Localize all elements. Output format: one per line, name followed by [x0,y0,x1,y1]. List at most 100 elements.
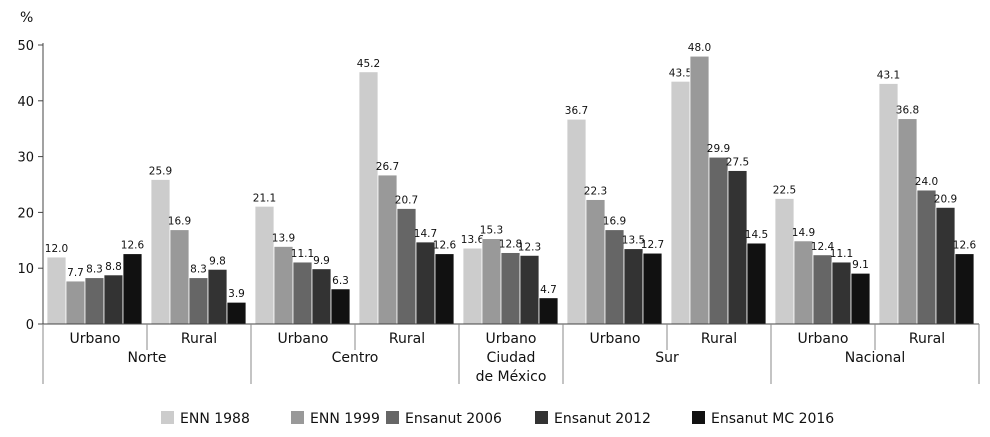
bar [642,252,663,325]
legend: ENN 1988 ENN 1999 Ensanut 2006 Ensanut 2012… [161,411,834,427]
bar-value-label: 8.8 [105,261,122,273]
bar [538,297,559,325]
bar-value-label: 29.9 [707,143,730,155]
legend-label: Ensanut 2012 [554,411,651,427]
region-label: Nacional [845,350,906,366]
region-label: de México [476,369,547,385]
area-label: Urbano [590,331,641,347]
bar-value-label: 8.3 [190,264,207,276]
bar-value-label: 22.3 [584,186,607,198]
legend-item: Ensanut MC 2016 [692,411,834,427]
bar-value-label: 12.4 [811,241,835,253]
region-label: Ciudad [487,350,536,366]
bar [689,55,710,325]
bar [434,253,455,325]
bar [65,280,86,325]
bar-value-label: 15.3 [480,225,503,237]
bar-value-label: 20.7 [395,194,418,206]
bar [311,268,332,325]
y-axis-label: % [20,10,33,26]
y-tick-label: 40 [17,95,34,110]
bar [623,248,644,325]
bar [415,241,436,325]
bar-value-label: 11.1 [291,248,314,260]
bar-value-label: 3.9 [228,288,245,300]
legend-label: ENN 1999 [310,411,380,427]
bar [46,256,67,325]
region-label: Norte [128,350,167,366]
bar [396,208,417,325]
legend-item: ENN 1988 [161,411,250,427]
bar-value-label: 16.9 [603,216,626,228]
bar-value-label: 14.9 [792,227,815,239]
legend-label: Ensanut MC 2016 [711,411,834,427]
bar-value-label: 12.3 [518,241,541,253]
bar [207,268,228,325]
region-label: Sur [655,350,679,366]
legend-label: ENN 1988 [180,411,250,427]
bar-value-label: 13.9 [272,232,295,244]
bar [84,277,105,325]
bar-value-label: 9.8 [209,255,226,267]
bar [500,252,521,325]
bar-value-label: 12.8 [499,239,522,251]
bars: 12.07.7 8.3 8.812.625.916.98.39.83.921.113… [45,42,977,325]
bar-value-label: 4.7 [540,284,557,296]
bar-value-label: 14.5 [745,229,768,241]
bar-value-label: 24.0 [915,176,938,188]
bar [708,156,729,325]
bar [954,253,975,325]
area-label: Rural [389,331,425,347]
bar [358,71,379,325]
bar-value-label: 27.5 [726,157,749,169]
bar-value-label: 36.7 [565,105,588,117]
bar [878,83,899,325]
area-label: Urbano [70,331,121,347]
bar-value-label: 20.9 [934,193,957,205]
area-label: Rural [701,331,737,347]
bar [566,118,587,325]
bar-value-label: 6.3 [332,275,349,287]
bar [850,272,871,325]
legend-label: Ensanut 2006 [405,411,502,427]
bar [935,206,956,325]
legend-swatch [535,411,548,424]
area-label: Rural [181,331,217,347]
bar-value-label: 13.5 [622,235,645,247]
bar-value-label: 9.9 [313,255,330,267]
legend-item: Ensanut 2012 [535,411,651,427]
bar [670,80,691,325]
bar-value-label: 12.6 [121,240,145,252]
bar-value-label: 25.9 [149,165,172,177]
bar [774,198,795,325]
y-tick-label: 50 [17,39,34,54]
bar [897,118,918,325]
bar [727,170,748,325]
legend-swatch [161,411,174,424]
bar [169,229,190,325]
bar-value-label: 7.7 [67,267,84,279]
bar-value-label: 22.5 [773,184,796,196]
bar-value-label: 14.7 [414,228,437,240]
region-label: Centro [332,350,379,366]
bar [254,205,275,325]
bar [746,242,767,325]
legend-swatch [386,411,399,424]
bar [122,253,143,325]
y-tick-label: 0 [26,318,34,333]
bar [462,247,483,325]
bar-value-label: 45.2 [357,58,380,70]
bar-value-label: 16.9 [168,216,191,228]
legend-item: ENN 1999 [291,411,380,427]
bar-value-label: 26.7 [376,161,399,173]
bar-value-label: 13.6 [461,234,485,246]
area-label: Urbano [798,331,849,347]
bar [226,301,247,325]
bar [519,254,540,325]
area-label: Urbano [278,331,329,347]
bar-value-label: 43.1 [877,70,900,82]
bar [812,254,833,325]
bar-value-label: 8.3 [86,264,103,276]
bar-value-label: 9.1 [852,259,869,271]
